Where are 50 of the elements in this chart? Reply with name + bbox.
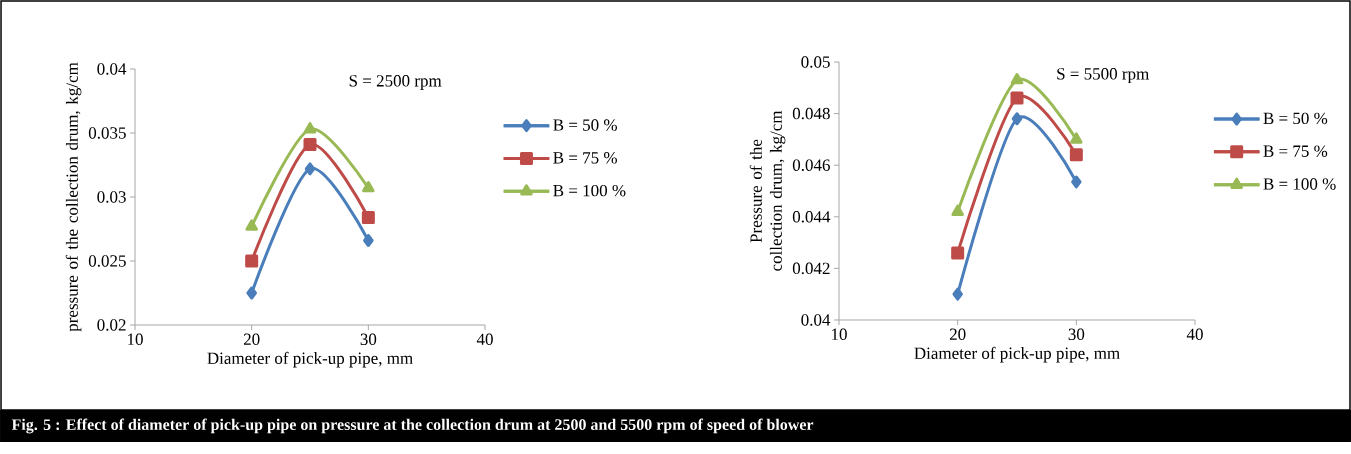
x-tick-label: 40 (476, 333, 493, 345)
y-tick-label: 0.046 (792, 159, 830, 171)
point (952, 287, 963, 301)
y-tick-label: 0.042 (792, 262, 830, 275)
y-tick-label: 0.03 (97, 191, 126, 203)
legend-label: B = 50 % (553, 119, 617, 131)
y-tick-label: 0.044 (792, 211, 831, 223)
point (1070, 132, 1083, 144)
legend-label: B = 50 % (1263, 112, 1328, 125)
legend-label: B = 75 % (553, 152, 617, 164)
y-tick-label: 0.05 (801, 56, 830, 68)
x-axis-title: Diameter of pick-up pipe, mm (207, 351, 413, 368)
y-tick-label: 0.04 (801, 314, 831, 326)
point (951, 204, 964, 216)
point (304, 162, 316, 176)
legend-label: B = 100 % (553, 184, 626, 197)
x-tick-label: 30 (1068, 328, 1085, 340)
y-tick-label: 0.048 (792, 107, 830, 120)
point (1071, 175, 1082, 189)
y-tick-label: 0.04 (97, 63, 127, 75)
y-axis-title: Pressure of the collection drum, kg/cm (749, 110, 786, 271)
x-tick-label: 10 (128, 333, 143, 345)
point (1010, 91, 1024, 105)
x-tick-label: 40 (1186, 328, 1203, 340)
x-tick-label: 20 (949, 328, 966, 340)
point (951, 246, 965, 260)
annotation: S = 2500 rpm (349, 75, 442, 91)
x-tick-label: 30 (360, 333, 377, 345)
point (245, 219, 258, 231)
point (303, 138, 317, 152)
legend-label: B = 75 % (1263, 145, 1328, 157)
caption: Fig. 5 : Effect of diameter of pick-up pipe on pressure at the collection drum at 2500 and 5500 rpm of speed of blower (11, 418, 814, 434)
y-axis-title: pressure of the collection drum, kg/cm (65, 62, 82, 332)
point (1010, 73, 1024, 85)
point (363, 234, 374, 248)
y-tick-label: 0.02 (97, 319, 126, 331)
point (246, 286, 257, 300)
point (303, 122, 317, 134)
point (245, 254, 259, 268)
x-tick-label: 20 (243, 333, 260, 345)
x-tick-label: 10 (832, 328, 847, 340)
point (362, 181, 375, 193)
point (1069, 148, 1083, 162)
y-tick-label: 0.025 (88, 255, 126, 267)
legend-label: B = 100 % (1263, 178, 1336, 190)
y-tick-label: 0.035 (88, 127, 126, 139)
annotation: S = 5500 rpm (1057, 68, 1150, 84)
point (1011, 112, 1023, 126)
point (361, 210, 375, 224)
x-axis-title: Diameter of pick-up pipe, mm (914, 346, 1120, 363)
